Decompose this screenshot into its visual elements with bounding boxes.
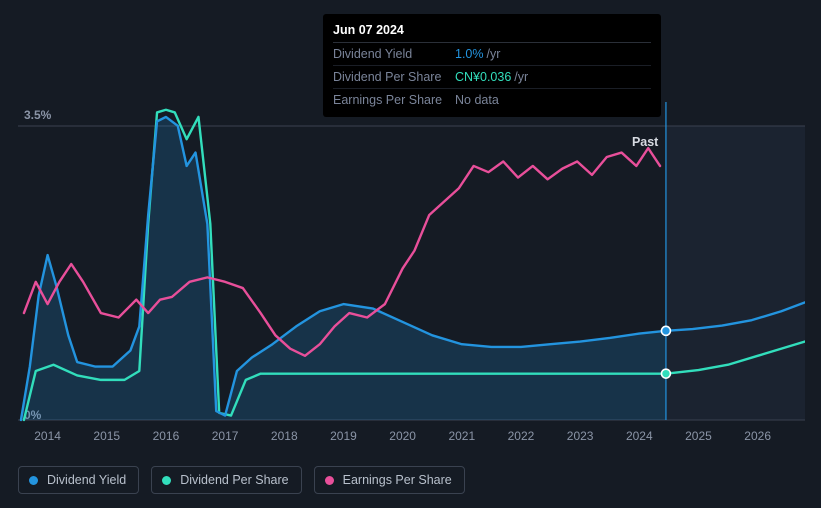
tooltip-row-suffix: /yr xyxy=(514,70,528,84)
x-tick-label: 2018 xyxy=(271,429,298,443)
x-tick-label: 2017 xyxy=(212,429,239,443)
legend-dot xyxy=(325,476,334,485)
dividend-per-share-marker xyxy=(661,369,670,378)
tooltip-row-value: No data xyxy=(455,93,499,107)
x-tick-label: 2023 xyxy=(567,429,594,443)
legend: Dividend Yield Dividend Per Share Earnings… xyxy=(18,466,465,494)
x-tick-label: 2021 xyxy=(448,429,475,443)
tooltip-row-value: CN¥0.036 xyxy=(455,70,511,84)
tooltip-row: Dividend Yield1.0%/yr xyxy=(333,43,651,66)
chart-container: Jun 07 2024 Dividend Yield1.0%/yrDividen… xyxy=(18,0,805,458)
legend-label: Dividend Per Share xyxy=(180,473,288,487)
legend-item[interactable]: Dividend Yield xyxy=(18,466,139,494)
x-tick-label: 2024 xyxy=(626,429,653,443)
x-tick-label: 2014 xyxy=(34,429,61,443)
tooltip-row-label: Earnings Per Share xyxy=(333,93,455,107)
forecast-shade xyxy=(666,126,805,420)
legend-dot xyxy=(29,476,38,485)
tooltip-row-label: Dividend Yield xyxy=(333,47,455,61)
legend-label: Dividend Yield xyxy=(47,473,126,487)
tooltip-row-label: Dividend Per Share xyxy=(333,70,455,84)
tooltip-row: Earnings Per ShareNo data xyxy=(333,89,651,111)
tooltip-row-value: 1.0% xyxy=(455,47,484,61)
x-tick-label: 2016 xyxy=(153,429,180,443)
hover-tooltip: Jun 07 2024 Dividend Yield1.0%/yrDividen… xyxy=(323,14,661,117)
x-tick-label: 2026 xyxy=(744,429,771,443)
tooltip-row: Dividend Per ShareCN¥0.036/yr xyxy=(333,66,651,89)
tooltip-row-suffix: /yr xyxy=(487,47,501,61)
legend-item[interactable]: Earnings Per Share xyxy=(314,466,465,494)
x-tick-label: 2022 xyxy=(508,429,535,443)
tooltip-date: Jun 07 2024 xyxy=(333,20,651,43)
x-tick-label: 2015 xyxy=(93,429,120,443)
legend-dot xyxy=(162,476,171,485)
x-tick-label: 2020 xyxy=(389,429,416,443)
legend-label: Earnings Per Share xyxy=(343,473,452,487)
legend-item[interactable]: Dividend Per Share xyxy=(151,466,301,494)
x-tick-label: 2025 xyxy=(685,429,712,443)
dividend-yield-marker xyxy=(661,326,670,335)
x-tick-label: 2019 xyxy=(330,429,357,443)
